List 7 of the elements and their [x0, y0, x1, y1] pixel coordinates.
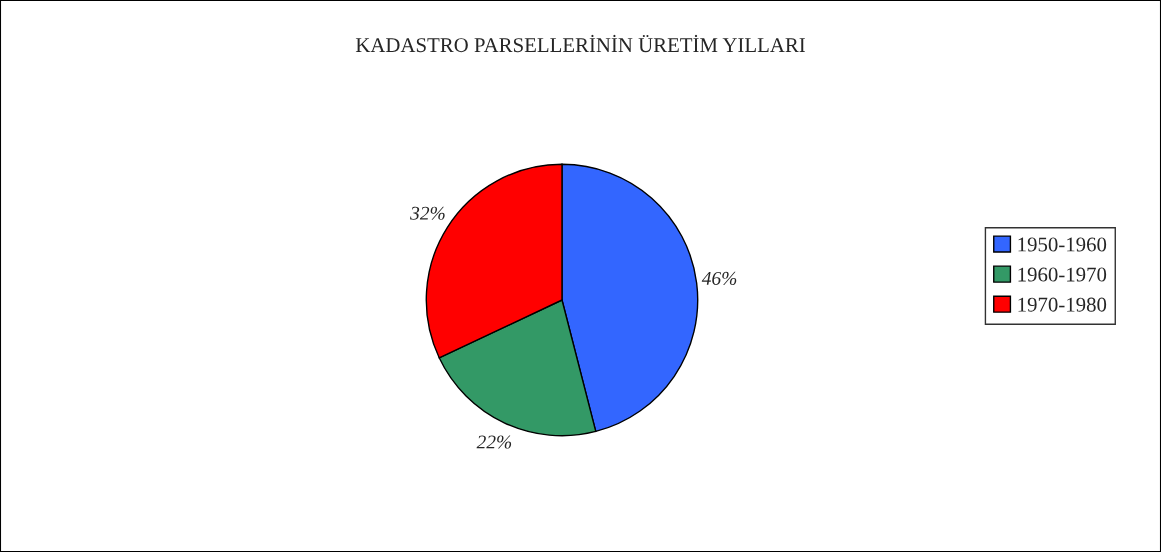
- chart-title: KADASTRO PARSELLERİNİN ÜRETİM YILLARI: [355, 34, 805, 53]
- data-label: 46%: [701, 271, 737, 286]
- data-label: 32%: [410, 206, 445, 220]
- legend-label: 1960-1970: [1018, 267, 1107, 282]
- legend-label: 1950-1960: [1018, 237, 1107, 252]
- data-label: 22%: [476, 435, 512, 449]
- legend-label: 1970-1980: [1018, 297, 1107, 312]
